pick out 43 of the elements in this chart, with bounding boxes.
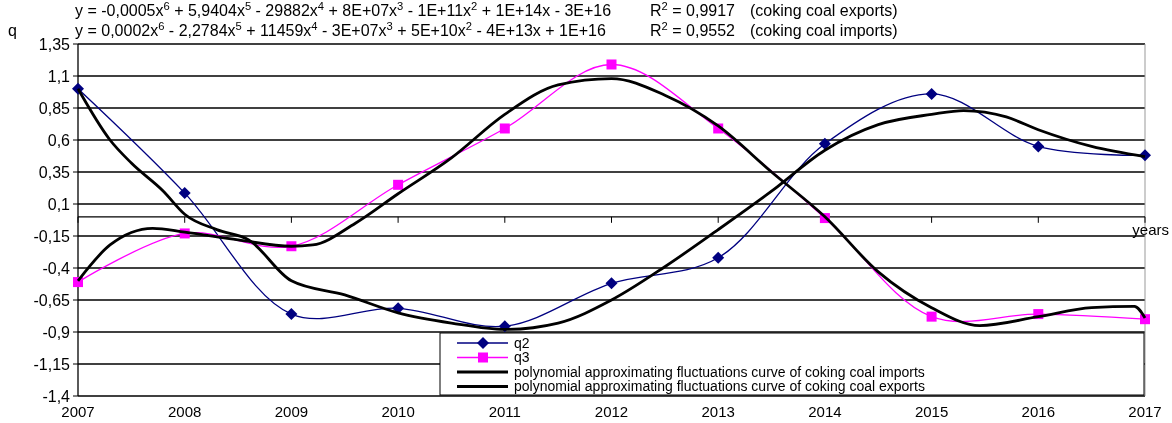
x-tick-label: 2011: [488, 403, 521, 420]
x-tick-label: 2008: [168, 403, 202, 420]
text: y = 0,0002x$^{6}$ - 2,2784x$^{5}$ + 11459x$^{4}$ - 3E+07x$^{3}$ + 5E+10x$^{2}$ - 4E+13x + 1E+16: [75, 20, 606, 39]
text: (coking coal exports): [750, 2, 898, 19]
point: [926, 311, 937, 322]
text: R$^{2}$ = 0,9917: [650, 0, 736, 19]
y-tick-label: -0,4: [42, 259, 71, 277]
x-tick-label: 2012: [594, 403, 629, 420]
y-tick-label: -0,9: [42, 323, 71, 341]
point: [605, 277, 618, 290]
x-tick-label: 2010: [381, 403, 415, 420]
point: [1032, 140, 1045, 153]
point: [393, 179, 404, 190]
y-axis-title: q: [8, 22, 17, 39]
point: [925, 87, 938, 100]
y-tick-label: 1,1: [47, 67, 71, 85]
text: R$^{2}$ = 0,9552: [650, 20, 736, 39]
text: y = -0,0005x$^{6}$ + 5,9404x$^{5}$ - 29882x$^{4}$ + 8E+07x$^{3}$ - 1E+11x$^{2}$ + 1E+14x - 3E+16: [75, 0, 612, 19]
x-tick-label: 2016: [1021, 403, 1055, 420]
y-tick-label: 0,6: [47, 131, 71, 149]
y-tick-label: 0,85: [38, 99, 71, 117]
y-tick-label: -0,15: [33, 227, 71, 245]
legend-label: q2: [514, 334, 530, 351]
x-tick-label: 2017: [1128, 403, 1162, 420]
y-tick-label: 0,1: [47, 195, 71, 213]
x-tick-label: 2009: [274, 403, 309, 420]
point: [178, 187, 191, 200]
point: [606, 59, 617, 70]
x-tick-label: 2007: [61, 403, 95, 420]
y-tick-label: 1,35: [38, 35, 71, 53]
x-tick-label: 2015: [914, 403, 949, 420]
point: [712, 251, 725, 264]
x-tick-label: 2014: [808, 403, 842, 420]
point: [285, 308, 298, 321]
point: [499, 123, 510, 134]
y-tick-label: -1,15: [33, 355, 71, 373]
y-tick-label: 0,35: [38, 163, 71, 181]
point: [818, 137, 831, 150]
y-tick-label: -1,4: [42, 387, 71, 405]
y-tick-label: -0,65: [33, 291, 71, 309]
x-tick-label: 2013: [701, 403, 735, 420]
text: (coking coal imports): [750, 22, 898, 39]
x-axis-title: years: [1132, 220, 1169, 238]
